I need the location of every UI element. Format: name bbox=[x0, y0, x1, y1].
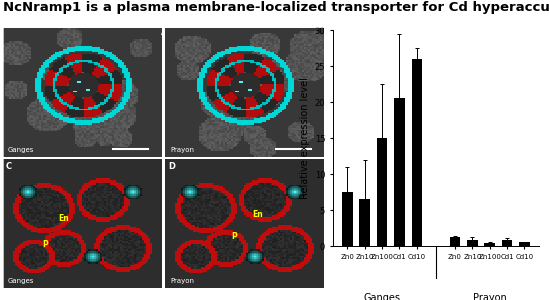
Text: Ganges: Ganges bbox=[8, 147, 34, 153]
Bar bbox=[450, 237, 460, 246]
Text: En: En bbox=[252, 210, 263, 219]
Text: Prayon: Prayon bbox=[473, 293, 507, 300]
Bar bbox=[519, 242, 530, 246]
Text: C: C bbox=[6, 162, 12, 171]
Bar bbox=[394, 98, 405, 246]
Text: P: P bbox=[232, 232, 238, 241]
Text: P: P bbox=[42, 240, 48, 249]
Text: A: A bbox=[161, 28, 167, 37]
Text: B: B bbox=[323, 28, 330, 37]
Text: Prayon: Prayon bbox=[170, 147, 194, 153]
Bar bbox=[502, 239, 512, 246]
Bar bbox=[411, 59, 422, 246]
Bar bbox=[485, 243, 495, 246]
Bar bbox=[342, 192, 353, 246]
Text: En: En bbox=[58, 214, 69, 223]
Y-axis label: Relative expression level: Relative expression level bbox=[300, 77, 310, 199]
Text: NcNramp1 is a plasma membrane-localized transporter for Cd hyperaccumulation: NcNramp1 is a plasma membrane-localized … bbox=[3, 2, 550, 14]
Text: Ganges: Ganges bbox=[364, 293, 400, 300]
Text: D: D bbox=[168, 162, 175, 171]
Bar bbox=[360, 199, 370, 246]
Text: Prayon: Prayon bbox=[170, 278, 194, 284]
Bar bbox=[377, 138, 387, 246]
Bar bbox=[467, 239, 477, 246]
Text: Ganges: Ganges bbox=[8, 278, 34, 284]
